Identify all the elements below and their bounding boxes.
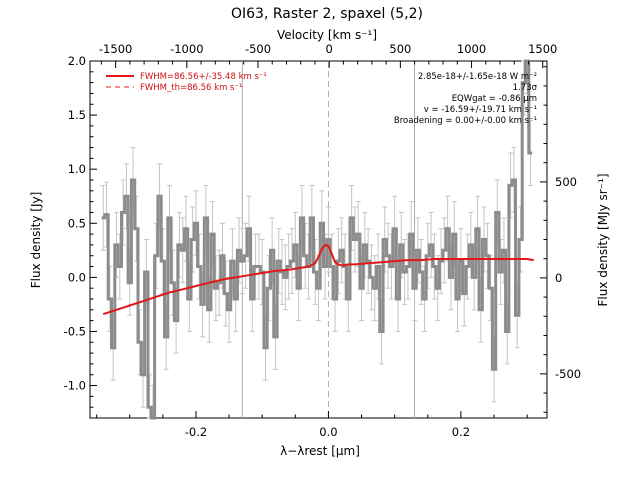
annotation-flux: 2.85e-18+/-1.65e-18 W m⁻² xyxy=(418,72,537,82)
legend-label-fwhm-th: FWHM_th=86.56 km s⁻¹ xyxy=(140,83,242,93)
y2-axis-label: Flux density [MJy sr⁻¹] xyxy=(596,173,610,306)
y-tick-label: 0.0 xyxy=(68,270,86,284)
x2-tick-label: -1000 xyxy=(170,42,203,56)
annotation-broadening: Broadening = 0.00+/-0.00 km s⁻¹ xyxy=(394,116,537,126)
x2-tick-label: 500 xyxy=(389,42,411,56)
x2-tick-label: 1000 xyxy=(457,42,486,56)
y-tick-label: 1.0 xyxy=(68,162,86,176)
x2-tick-label: 1500 xyxy=(528,42,557,56)
y-tick-label: -0.5 xyxy=(64,324,86,338)
x-tick-label: 0.2 xyxy=(452,425,470,439)
y2-tick-label: -500 xyxy=(555,367,581,381)
y-tick-label: -1.0 xyxy=(64,379,86,393)
x-tick-label: -0.2 xyxy=(185,425,207,439)
annotation-velocity: v = -16.59+/-19.71 km s⁻¹ xyxy=(424,105,537,115)
chart-title: OI63, Raster 2, spaxel (5,2) xyxy=(231,6,423,22)
legend-label-fwhm: FWHM=86.56+/-35.48 km s⁻¹ xyxy=(140,72,267,82)
data-series xyxy=(100,59,534,420)
y2-tick-label: 0 xyxy=(555,271,562,285)
y-axis-label: Flux density [Jy] xyxy=(29,192,43,289)
annotation-sigma: 1.73σ xyxy=(513,83,538,93)
x2-axis-label: Velocity [km s⁻¹] xyxy=(277,28,377,42)
fit-line xyxy=(102,243,534,316)
axis-ticks: -0.2 0.0 0.2 -1500 -1000 -500 0 500 1000 1500 -1.0… xyxy=(64,42,582,439)
legend: FWHM=86.56+/-35.48 km s⁻¹ FWHM_th=86.56 … xyxy=(106,72,267,93)
x2-tick-label: -500 xyxy=(245,42,271,56)
x-axis-label: λ−λrest [μm] xyxy=(280,444,360,458)
x2-tick-label: -1500 xyxy=(99,42,132,56)
y-tick-label: 1.5 xyxy=(68,108,86,122)
y-tick-label: 0.5 xyxy=(68,216,86,230)
spectrum-steps xyxy=(101,59,533,420)
y-tick-label: 2.0 xyxy=(68,54,86,68)
x2-tick-label: 0 xyxy=(326,42,333,56)
fit-annotations: 2.85e-18+/-1.65e-18 W m⁻² 1.73σ EQWgat =… xyxy=(394,72,538,126)
y2-tick-label: 500 xyxy=(555,175,577,189)
x-tick-label: 0.0 xyxy=(319,425,337,439)
annotation-eqw: EQWgat = -0.86 μm xyxy=(452,94,537,104)
